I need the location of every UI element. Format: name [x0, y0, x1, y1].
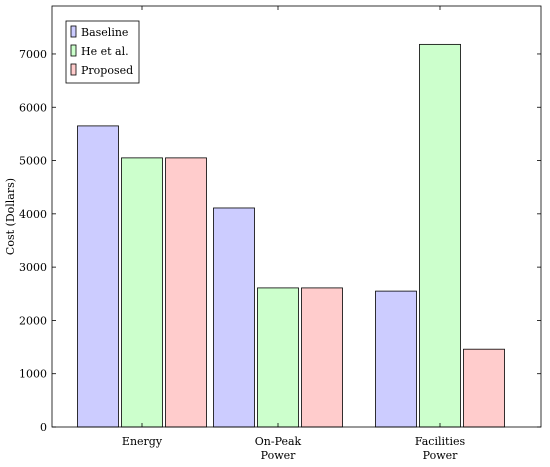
y-tick-label: 7000 [19, 48, 47, 61]
y-tick-label: 4000 [19, 208, 47, 221]
bar-he-et-al-0 [121, 157, 163, 428]
x-tick-label: On-Peak Power [255, 435, 302, 462]
y-tick-label: 0 [40, 421, 47, 434]
y-tick-label: 5000 [19, 155, 47, 168]
bar-baseline-1 [213, 207, 255, 428]
legend-box [65, 20, 140, 84]
legend-swatch [70, 63, 77, 76]
bar-proposed-1 [301, 287, 343, 428]
legend-label: Baseline [81, 26, 128, 39]
bars-layer [77, 43, 505, 428]
bar-proposed-2 [463, 348, 505, 428]
y-axis-label: Cost (Dollars) [4, 178, 17, 255]
y-tick-label: 6000 [19, 101, 47, 114]
y-tick-label: 2000 [19, 314, 47, 327]
legend-swatch [70, 25, 77, 38]
bar-he-et-al-1 [257, 287, 299, 428]
plot-frame [51, 5, 542, 428]
x-tick-label: Energy [122, 435, 163, 448]
legend: Baseline He et al. Proposed [65, 20, 140, 84]
legend-label: Proposed [81, 64, 133, 77]
bar-baseline-2 [375, 290, 417, 428]
bar-proposed-0 [165, 157, 207, 428]
legend-swatch [70, 44, 77, 57]
y-tick-label: 3000 [19, 261, 47, 274]
x-tick-label: Facilities Power [415, 435, 466, 462]
legend-label: He et al. [81, 45, 129, 58]
bar-he-et-al-2 [419, 43, 461, 428]
bar-baseline-0 [77, 125, 119, 428]
y-tick-label: 1000 [19, 368, 47, 381]
axes-layer: 0 1000 2000 3000 4000 5000 6000 7000 Energy On-Pe… [4, 5, 542, 462]
